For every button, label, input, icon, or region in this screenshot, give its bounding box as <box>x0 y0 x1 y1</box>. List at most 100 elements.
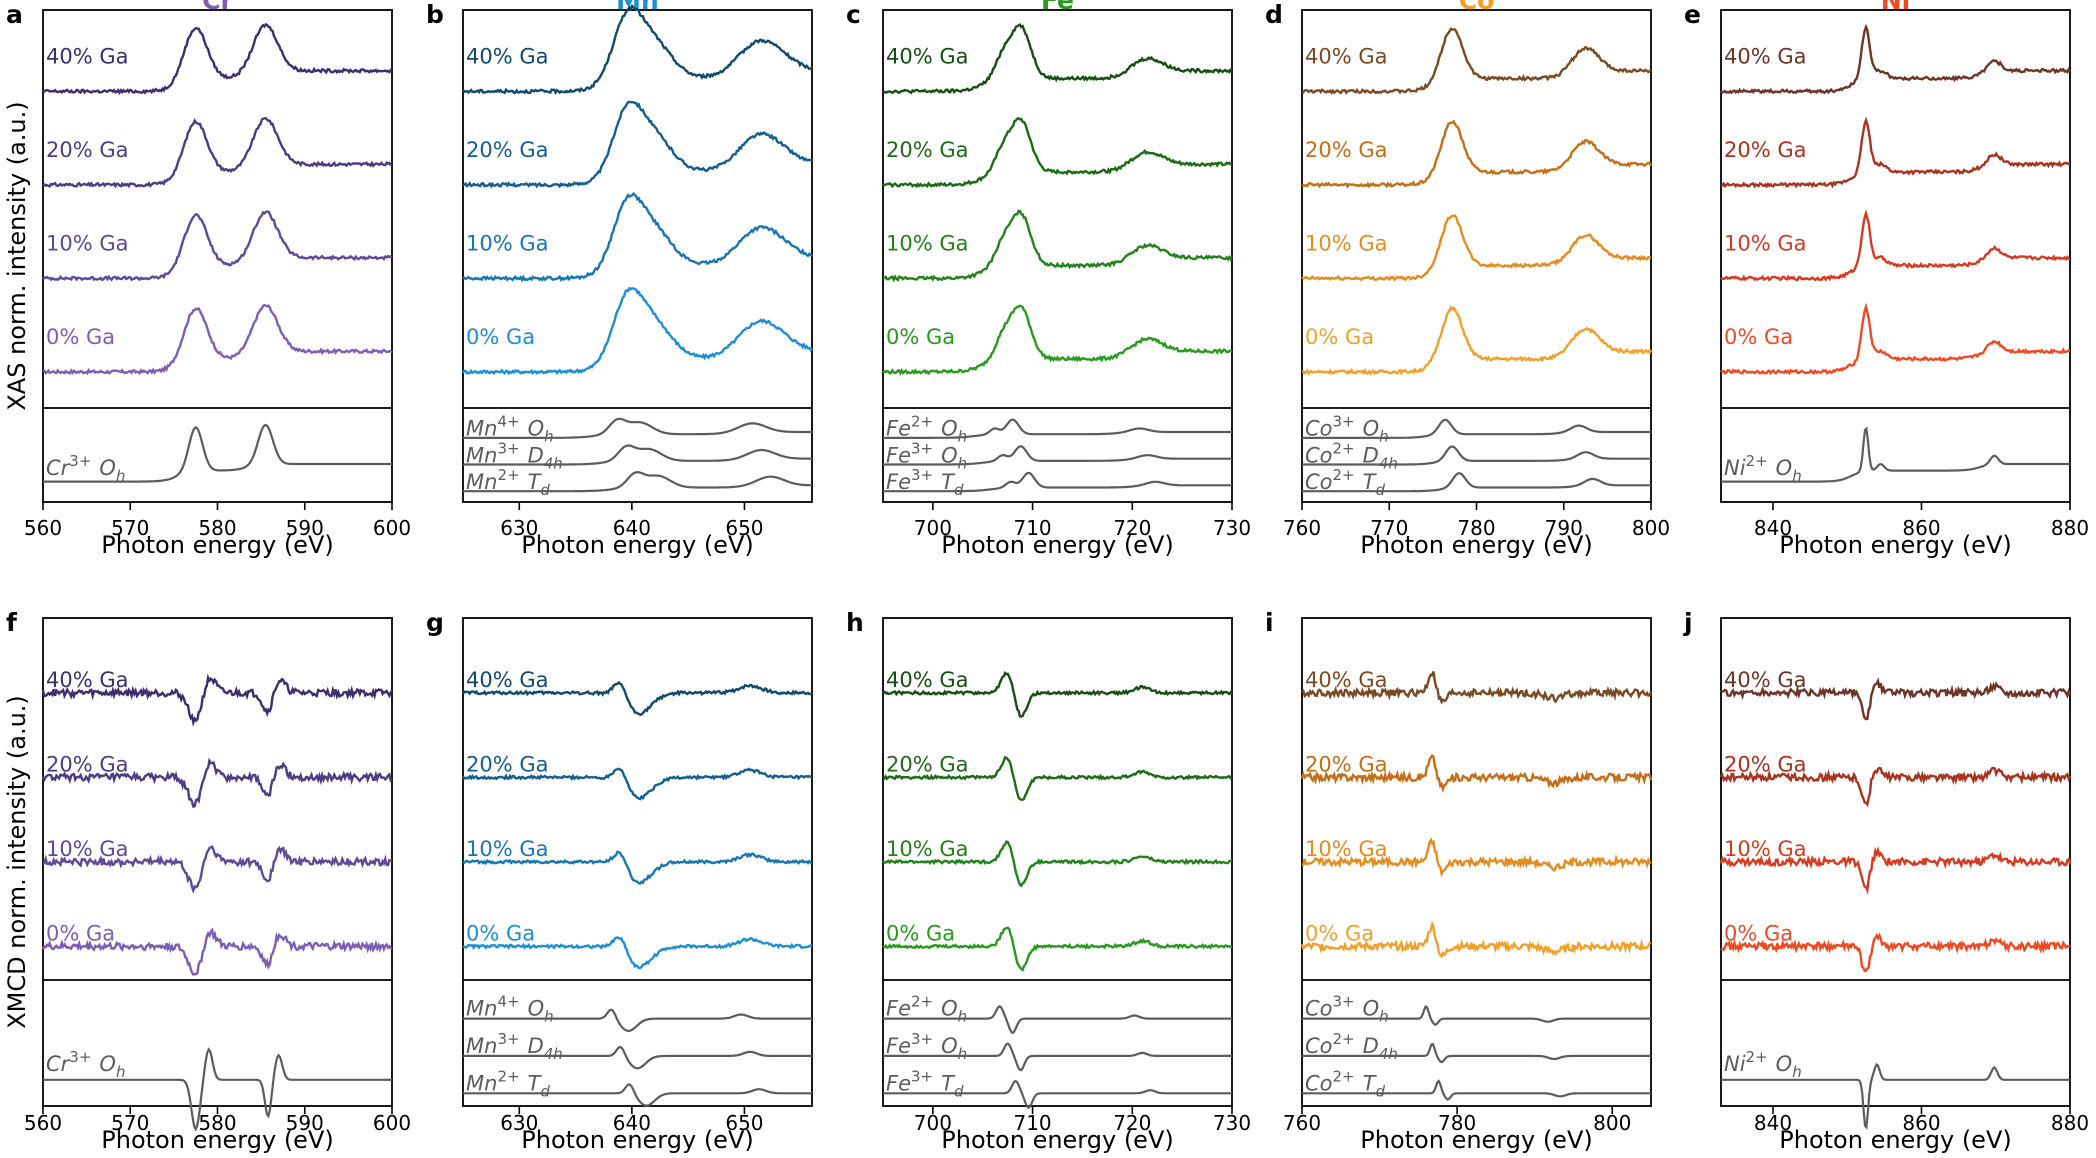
series-label: 20% Ga <box>466 138 549 162</box>
reference-line <box>883 445 1232 466</box>
reference-label: Fe3+ Oh <box>886 1030 967 1063</box>
x-tick-label: 730 <box>1213 516 1251 540</box>
x-tick-label: 880 <box>2051 516 2089 540</box>
series-line <box>1301 305 1653 376</box>
panel-j: j 840 860 880 Photon energy (eV) 0% Ga 10% Ga 2… <box>1683 608 2089 1154</box>
series-line <box>461 680 813 717</box>
series-line <box>1301 671 1653 705</box>
panel-letter: f <box>6 608 18 637</box>
panel-letter: e <box>1684 0 1701 29</box>
series-label: 10% Ga <box>46 231 129 255</box>
series-line <box>1300 753 1653 793</box>
series-label: 10% Ga <box>466 837 549 861</box>
reference-label: Mn4+ Oh <box>466 993 554 1026</box>
reference-line <box>43 1047 392 1132</box>
reference-line <box>1302 1005 1651 1026</box>
series-label: 0% Ga <box>886 325 955 349</box>
series-label: 40% Ga <box>46 44 129 68</box>
panel-letter: g <box>426 608 444 637</box>
x-axis-label: Photon energy (eV) <box>521 531 753 559</box>
series-line <box>1301 27 1652 96</box>
reference-label: Fe3+ Oh <box>886 439 967 472</box>
series-line <box>1720 766 2072 808</box>
series-label: 10% Ga <box>1305 837 1388 861</box>
series-label: 0% Ga <box>1305 325 1374 349</box>
panel-f: f 560 570 580 590 600 Photon energy (eV) XMCD n… <box>3 608 411 1154</box>
series-label: 20% Ga <box>1305 752 1388 776</box>
reference-line <box>463 1083 812 1107</box>
reference-label: Co2+ Td <box>1305 466 1385 499</box>
x-axis-label: Photon energy (eV) <box>1360 1126 1592 1154</box>
reference-line <box>463 1008 812 1033</box>
reference-label: Mn3+ D4h <box>466 1030 563 1063</box>
series-line <box>1301 837 1652 878</box>
x-tick-label: 800 <box>1593 1111 1631 1135</box>
reference-label: Mn2+ Td <box>466 466 550 499</box>
series-label: 0% Ga <box>1724 325 1793 349</box>
reference-label: Fe3+ Td <box>886 466 964 499</box>
series-label: 20% Ga <box>466 752 549 776</box>
x-tick-label: 770 <box>1370 516 1408 540</box>
series-line <box>1720 302 2071 376</box>
series-label: 20% Ga <box>886 138 969 162</box>
x-tick-label: 630 <box>500 516 538 540</box>
series-label: 10% Ga <box>466 231 549 255</box>
series-line <box>461 767 813 801</box>
panel-letter: b <box>426 0 444 29</box>
x-tick-label: 800 <box>1632 516 1670 540</box>
series-label: 20% Ga <box>1724 752 1807 776</box>
reference-line <box>463 444 812 466</box>
x-tick-label: 640 <box>613 1111 651 1135</box>
series-line <box>42 210 393 282</box>
panel-a: a Cr 560 570 580 590 600 Photon energy (eV) XAS … <box>3 0 411 559</box>
element-title: Co <box>1459 0 1495 15</box>
series-label: 40% Ga <box>1724 668 1807 692</box>
x-tick-label: 650 <box>725 1111 763 1135</box>
panel-letter: d <box>1265 0 1283 29</box>
reference-line <box>1721 426 2070 483</box>
series-line <box>1301 119 1653 189</box>
series-label: 0% Ga <box>466 325 535 349</box>
x-axis-label: Photon energy (eV) <box>101 1126 333 1154</box>
x-tick-label: 780 <box>1438 1111 1476 1135</box>
x-axis-label: Photon energy (eV) <box>941 531 1173 559</box>
series-label: 20% Ga <box>1305 138 1388 162</box>
element-title: Mn <box>616 0 659 15</box>
x-tick-label: 600 <box>373 516 411 540</box>
x-tick-label: 650 <box>725 516 763 540</box>
series-label: 10% Ga <box>1724 837 1807 861</box>
reference-label: Fe2+ Oh <box>886 993 967 1026</box>
element-title: Cr <box>202 0 233 15</box>
series-line <box>1719 846 2072 895</box>
x-tick-label: 790 <box>1545 516 1583 540</box>
series-line <box>882 116 1233 189</box>
x-tick-label: 780 <box>1457 516 1495 540</box>
series-label: 10% Ga <box>1305 231 1388 255</box>
series-line <box>462 936 813 970</box>
series-line <box>462 4 813 96</box>
reference-label: Co2+ D4h <box>1305 439 1398 472</box>
series-label: 40% Ga <box>46 668 129 692</box>
x-tick-label: 630 <box>500 1111 538 1135</box>
axes-frame <box>1720 9 2071 503</box>
reference-line <box>463 470 813 493</box>
x-tick-label: 760 <box>1283 516 1321 540</box>
x-tick-label: 590 <box>286 1111 324 1135</box>
x-tick-label: 700 <box>914 1111 952 1135</box>
series-line <box>882 926 1232 972</box>
series-line <box>882 304 1233 376</box>
reference-line <box>463 417 812 439</box>
axes-frame <box>882 9 1233 503</box>
series-line <box>42 303 393 376</box>
x-tick-label: 710 <box>1013 516 1051 540</box>
x-tick-label: 570 <box>111 1111 149 1135</box>
reference-label: Fe3+ Td <box>886 1067 964 1100</box>
reference-label: Co3+ Oh <box>1305 413 1389 446</box>
panel-d: d Co 760 770 780 790 800 Photon energy (eV) 0% G… <box>1265 0 1670 559</box>
x-tick-label: 710 <box>1013 1111 1051 1135</box>
reference-line <box>883 1005 1232 1035</box>
series-line <box>882 840 1233 888</box>
x-axis-label: Photon energy (eV) <box>101 531 333 559</box>
x-tick-label: 590 <box>286 516 324 540</box>
x-axis-label: Photon energy (eV) <box>1360 531 1592 559</box>
